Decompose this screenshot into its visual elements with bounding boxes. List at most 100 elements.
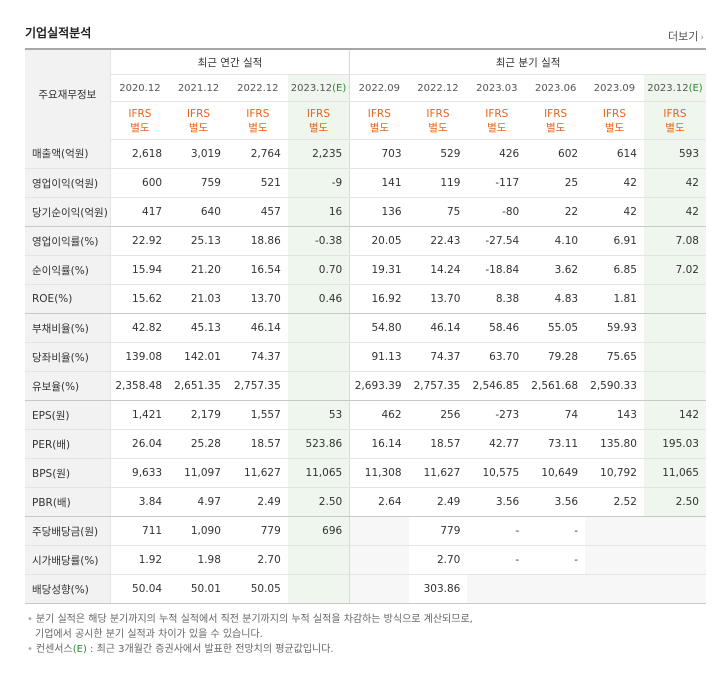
- ifrs-label: IFRS 별도: [169, 101, 228, 140]
- table-cell: 1,421: [110, 400, 170, 430]
- table-cell: 2.70: [408, 545, 468, 575]
- period-header: 2022.12: [408, 74, 468, 102]
- row-label: 당좌비율(%): [25, 342, 111, 372]
- table-cell: 79.28: [526, 342, 586, 372]
- ifrs-label: IFRS 별도: [349, 101, 409, 140]
- table-cell: [585, 516, 644, 546]
- table-cell: 1,090: [169, 516, 228, 546]
- table-cell: 58.46: [467, 313, 527, 343]
- ifrs-label: IFRS 별도: [526, 101, 586, 140]
- row-label: 유보율(%): [25, 371, 111, 401]
- footnote-1: • 분기 실적은 해당 분기까지의 누적 실적에서 직전 분기까지의 누적 실적을…: [27, 614, 473, 625]
- table-cell: 457: [227, 197, 288, 227]
- table-cell: 25: [526, 168, 586, 198]
- table-cell: [349, 516, 409, 546]
- table-row: 영업이익률(%) 22.92 25.13 18.86 -0.38 20.05 22.43 -2…: [25, 226, 706, 256]
- period-header: 2023.06: [526, 74, 586, 102]
- table-cell: 4.10: [526, 226, 586, 256]
- table-row: BPS(원) 9,633 11,097 11,627 11,065 11,308 11,62…: [25, 458, 706, 488]
- table-cell: 14.24: [408, 255, 468, 285]
- ifrs-label: IFRS 별도: [110, 101, 170, 140]
- table-cell: 303.86: [408, 574, 468, 604]
- bullet-icon: •: [27, 644, 33, 655]
- footnotes: • 분기 실적은 해당 분기까지의 누적 실적에서 직전 분기까지의 누적 실적을…: [27, 612, 473, 657]
- table-cell: [643, 371, 706, 401]
- table-cell: 2.49: [408, 487, 468, 517]
- table-cell: 602: [526, 139, 586, 169]
- table-cell: 50.04: [110, 574, 170, 604]
- table-cell: 21.03: [169, 284, 228, 314]
- table-cell: -117: [467, 168, 527, 198]
- table-cell: [643, 574, 706, 604]
- table-row: 당좌비율(%) 139.08 142.01 74.37 91.13 74.37 63.70 7…: [25, 342, 706, 372]
- more-label: 더보기: [668, 30, 699, 43]
- table-row: 시가배당률(%) 1.92 1.98 2.70 2.70- -: [25, 545, 706, 575]
- table-cell: 19.31: [349, 255, 409, 285]
- table-cell: 136: [349, 197, 409, 227]
- table-row: 순이익률(%) 15.94 21.20 16.54 0.70 19.31 14.24 -18.…: [25, 255, 706, 285]
- table-cell: 2,651.35: [169, 371, 228, 401]
- table-cell: -9: [287, 168, 351, 198]
- table-cell: [349, 574, 409, 604]
- ifrs-label: IFRS 별도: [287, 101, 351, 140]
- period-header: 2023.12(E): [643, 74, 706, 102]
- table-cell: 0.46: [287, 284, 351, 314]
- table-cell: 21.20: [169, 255, 228, 285]
- table-cell: 75: [408, 197, 468, 227]
- table-cell: [643, 516, 706, 546]
- table-cell: -: [526, 516, 586, 546]
- table-cell: 142.01: [169, 342, 228, 372]
- table-cell: 3.62: [526, 255, 586, 285]
- table-cell: 2.70: [227, 545, 288, 575]
- table-cell: 42: [585, 168, 644, 198]
- table-cell: 2,590.33: [585, 371, 644, 401]
- table-cell: 2,546.85: [467, 371, 527, 401]
- table-cell: 22.43: [408, 226, 468, 256]
- table-cell: 11,627: [227, 458, 288, 488]
- row-label: PER(배): [25, 429, 111, 459]
- table-cell: -27.54: [467, 226, 527, 256]
- table-row: 영업이익(억원) 600 759 521 -9 141 119 -117 25 42 42: [25, 168, 706, 198]
- table-cell: 42: [643, 168, 706, 198]
- table-cell: 143: [585, 400, 644, 430]
- table-cell: 50.01: [169, 574, 228, 604]
- period-header: 2020.12: [110, 74, 170, 102]
- table-cell: 1.98: [169, 545, 228, 575]
- table-cell: [287, 313, 351, 343]
- table-row: 매출액(억원) 2,618 3,019 2,764 2,235 703 529 426 602 6…: [25, 139, 706, 169]
- table-cell: 16.54: [227, 255, 288, 285]
- table-cell: 195.03: [643, 429, 706, 459]
- table-cell: -80: [467, 197, 527, 227]
- table-cell: -0.38: [287, 226, 351, 256]
- table-cell: [643, 313, 706, 343]
- table-cell: 74.37: [408, 342, 468, 372]
- table-cell: 16.92: [349, 284, 409, 314]
- table-cell: 779: [408, 516, 468, 546]
- table-cell: 135.80: [585, 429, 644, 459]
- table-cell: -273: [467, 400, 527, 430]
- table-cell: 462: [349, 400, 409, 430]
- table-cell: 139.08: [110, 342, 170, 372]
- table-cell: 91.13: [349, 342, 409, 372]
- table-cell: 10,649: [526, 458, 586, 488]
- table-cell: 2.50: [287, 487, 351, 517]
- period-header: 2021.12: [169, 74, 228, 102]
- table-cell: 4.83: [526, 284, 586, 314]
- table-cell: -: [467, 545, 527, 575]
- table-cell: 6.85: [585, 255, 644, 285]
- table-cell: [643, 342, 706, 372]
- period-header: 2023.03: [467, 74, 527, 102]
- table-cell: 11,627: [408, 458, 468, 488]
- table-cell: 6.91: [585, 226, 644, 256]
- table-cell: 74: [526, 400, 586, 430]
- table-cell: -: [526, 545, 586, 575]
- period-header: 2023.12(E): [287, 74, 351, 102]
- table-cell: 711: [110, 516, 170, 546]
- table-cell: 2,764: [227, 139, 288, 169]
- table-cell: 256: [408, 400, 468, 430]
- table-cell: 10,792: [585, 458, 644, 488]
- more-link[interactable]: 더보기 ›: [668, 28, 704, 44]
- table-cell: 2,358.48: [110, 371, 170, 401]
- table-cell: [287, 371, 351, 401]
- table-cell: [643, 284, 706, 314]
